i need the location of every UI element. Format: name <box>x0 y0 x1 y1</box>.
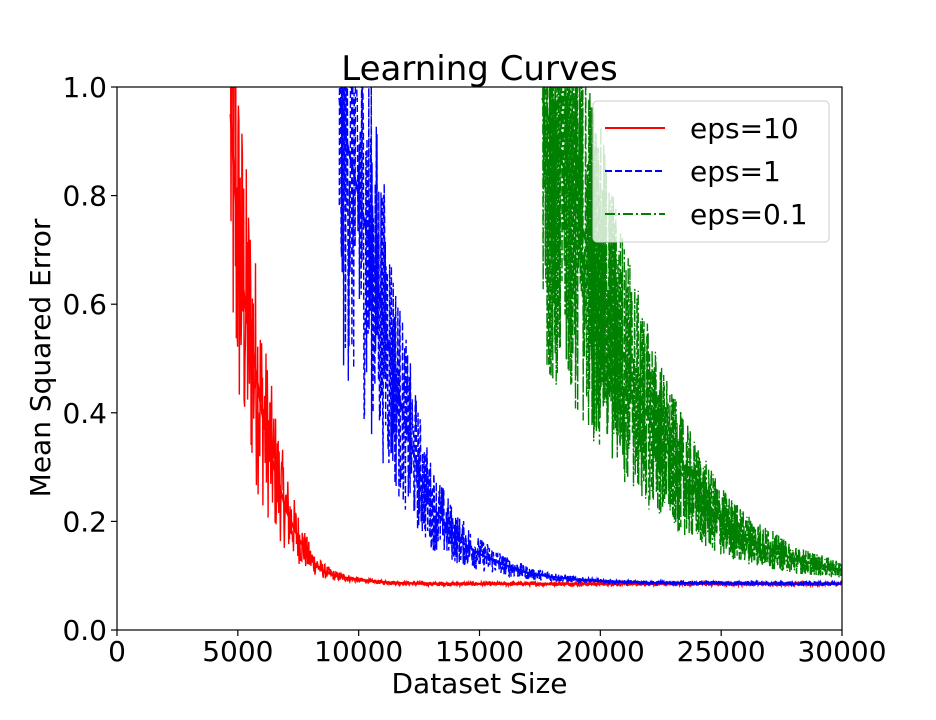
series-layer <box>229 87 842 589</box>
series-line <box>541 97 842 572</box>
x-tick-label: 0 <box>108 635 126 668</box>
legend-label: eps=10 <box>690 112 799 145</box>
x-tick-label: 25000 <box>677 635 766 668</box>
legend: eps=10 eps=1 eps=0.1 <box>592 100 830 243</box>
y-axis-label: Mean Squared Error <box>24 218 57 497</box>
x-axis-label: Dataset Size <box>391 667 567 700</box>
series-3 <box>541 87 842 578</box>
series-line <box>338 97 842 585</box>
x-tick-label: 15000 <box>435 635 524 668</box>
legend-label: eps=0.1 <box>690 198 808 231</box>
legend-box <box>592 100 830 243</box>
y-tick-label: 1.0 <box>62 71 107 104</box>
y-tick-label: 0.4 <box>62 397 107 430</box>
y-tick-label: 0.6 <box>62 288 107 321</box>
x-tick-label: 5000 <box>202 635 273 668</box>
chart-title: Learning Curves <box>341 49 617 89</box>
x-axis: 0 5000 10000 15000 20000 25000 30000 <box>108 630 887 668</box>
series-2 <box>338 87 842 589</box>
series-noise-line <box>542 87 842 578</box>
legend-label: eps=1 <box>690 155 781 188</box>
y-tick-label: 0.2 <box>62 505 107 538</box>
series-line <box>229 114 842 585</box>
x-tick-label: 30000 <box>797 635 886 668</box>
y-tick-label: 0.8 <box>62 180 107 213</box>
x-tick-label: 10000 <box>314 635 403 668</box>
y-axis: 0.0 0.2 0.4 0.6 0.8 1.0 <box>62 71 117 647</box>
x-tick-label: 20000 <box>556 635 645 668</box>
y-tick-label: 0.0 <box>62 614 107 647</box>
